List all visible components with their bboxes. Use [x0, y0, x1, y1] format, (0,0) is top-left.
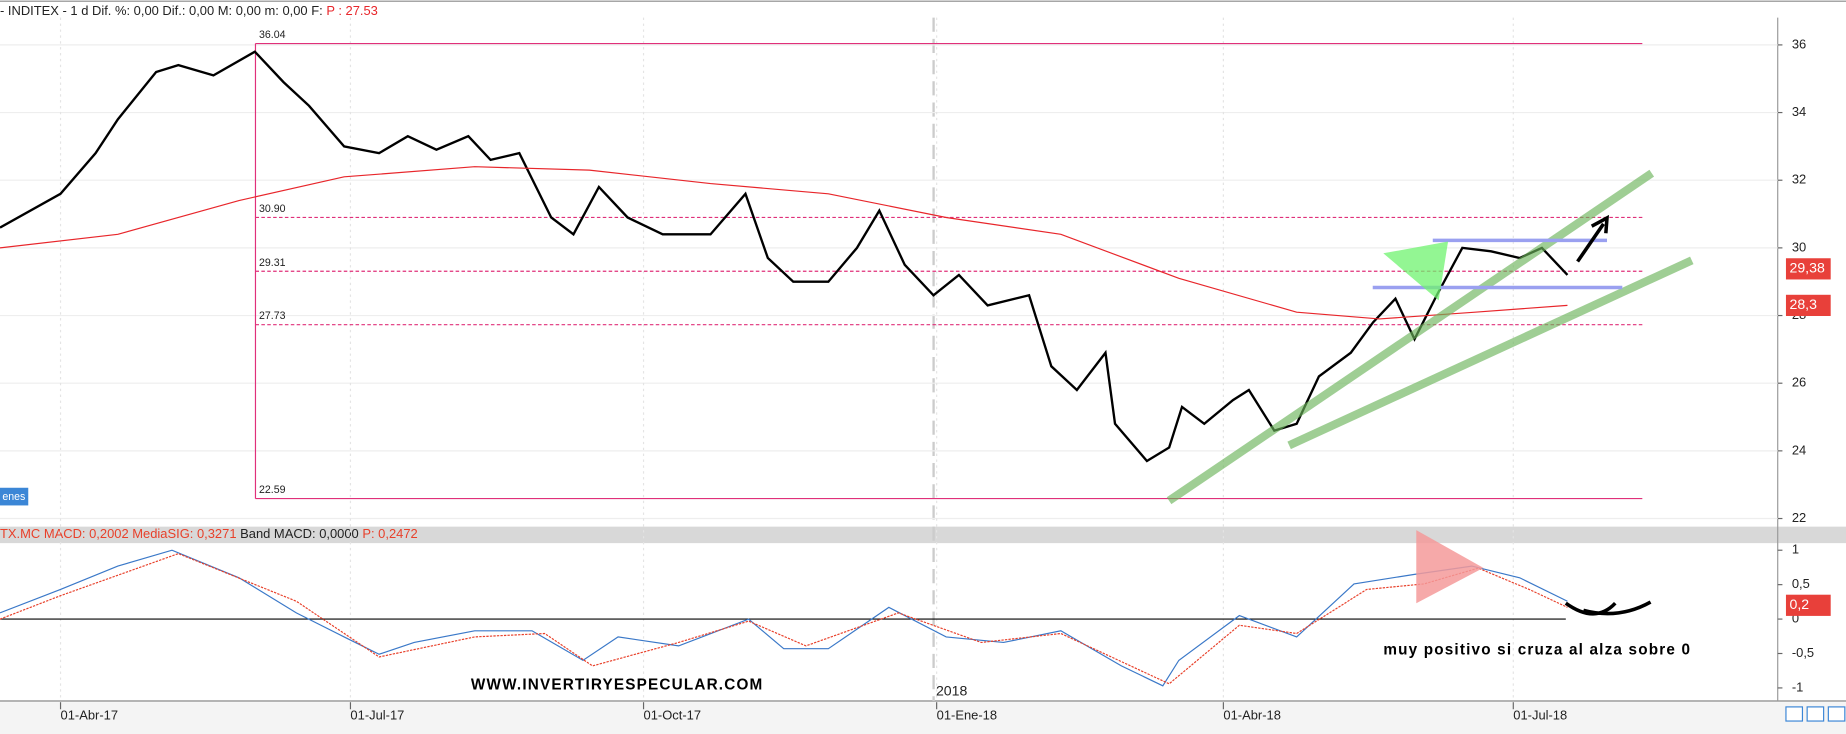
x-tick-label: 01-Ene-18	[937, 708, 997, 723]
series-line	[0, 166, 1568, 320]
header-price: P : 27.53	[326, 3, 378, 18]
green-flag	[1383, 241, 1449, 301]
y-tick-label: 24	[1792, 442, 1806, 457]
macd-band-text: Band MACD: 0,0000	[240, 526, 359, 541]
x-tick-label: 01-Jul-18	[1513, 708, 1567, 723]
y-tick-label: -1	[1792, 679, 1804, 694]
note: muy positivo si cruza al alza sobre 0	[1383, 641, 1691, 658]
last-value-box	[1785, 294, 1831, 316]
x-tick-label: 01-Oct-17	[644, 708, 702, 723]
last-value-box	[1785, 594, 1831, 616]
y-tick-label: 34	[1792, 104, 1806, 119]
marks: 222426283032343601-Abr-1701-Jul-1701-Oct…	[0, 17, 1831, 723]
trend-line	[1287, 256, 1694, 450]
last-value-box	[1785, 258, 1831, 280]
y-tick-label: 36	[1792, 36, 1806, 51]
x-tick-label: 01-Abr-18	[1223, 708, 1281, 723]
tool-button[interactable]	[1806, 706, 1825, 722]
last-value-label: 28,3	[1789, 296, 1817, 312]
macd-signal-text: MediaSIG: 0,3271	[132, 526, 236, 541]
y-tick-label: 0	[1792, 610, 1799, 625]
volume-button-label[interactable]: enes	[2, 491, 25, 503]
y-tick-label: -0,5	[1792, 645, 1814, 660]
series-line	[0, 549, 1568, 687]
y-tick-label: 26	[1792, 375, 1806, 390]
series-line	[0, 552, 1568, 685]
macd-text: TX.MC MACD: 0,2002	[0, 526, 129, 541]
panel-header	[0, 526, 1846, 544]
year-label: 2018	[936, 682, 968, 698]
price-header: - INDITEX - 1 d Dif. %: 0,00 Dif.: 0,00 …	[0, 3, 378, 18]
macd-price-text: P: 0,2472	[362, 526, 417, 541]
y-tick-label: 0,5	[1792, 576, 1810, 591]
last-value-label: 0,2	[1789, 596, 1809, 612]
header-text: - INDITEX - 1 d Dif. %: 0,00 Dif.: 0,00 …	[0, 3, 323, 18]
x-tick-label: 01-Abr-17	[61, 708, 119, 723]
fib-level-label: 22.59	[259, 484, 286, 496]
macd-header: TX.MC MACD: 0,2002 MediaSIG: 0,3271 Band…	[0, 526, 418, 541]
fib-level-label: 36.04	[259, 29, 286, 41]
curve-annotation	[1564, 600, 1652, 616]
fib-level-label: 29.31	[259, 257, 286, 269]
last-value-label: 29,38	[1789, 260, 1824, 276]
fib-level-label: 30.90	[259, 203, 286, 215]
up-arrow	[1576, 214, 1610, 263]
volume-button[interactable]	[0, 487, 29, 506]
y-tick-label: 30	[1792, 239, 1806, 254]
y-tick-label: 32	[1792, 172, 1806, 187]
tool-button[interactable]	[1827, 706, 1846, 722]
x-axis-bar	[0, 702, 1846, 734]
trend-line	[1166, 169, 1655, 505]
y-tick-label: 1	[1792, 542, 1799, 557]
x-tick-label: 01-Jul-17	[350, 708, 404, 723]
fib-level-label: 27.73	[259, 310, 286, 322]
watermark: WWW.INVERTIRYESPECULAR.COM	[471, 677, 764, 694]
tool-button[interactable]	[1785, 706, 1804, 722]
y-tick-label: 22	[1792, 510, 1806, 525]
series-line	[0, 50, 1569, 463]
red-arrow	[1416, 530, 1484, 604]
